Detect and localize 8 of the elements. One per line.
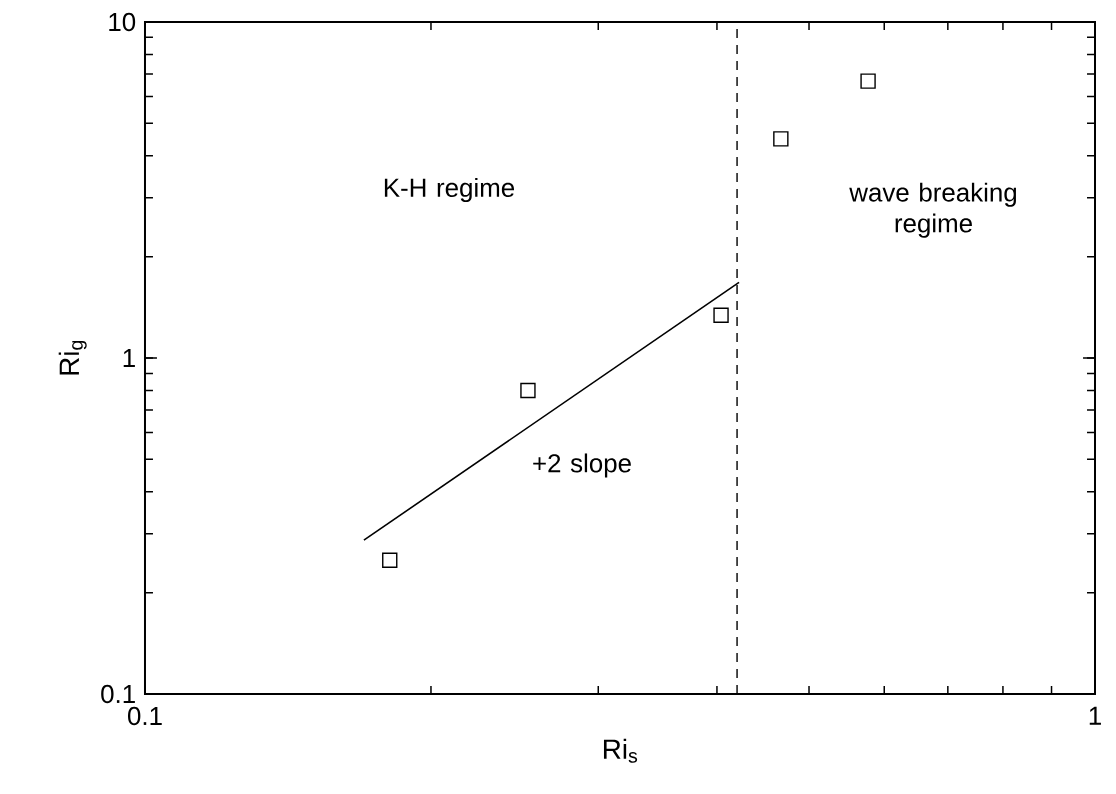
y-tick-label: 10 bbox=[109, 12, 136, 32]
annotation: wave breaking regime bbox=[849, 182, 1017, 238]
annotation: +2 slope bbox=[533, 453, 631, 478]
y-axis-title: Ri$_{g}$ bbox=[58, 340, 87, 375]
y-tick-label: 0.1 bbox=[101, 684, 135, 704]
annotation: K-H regime bbox=[384, 177, 515, 203]
y-tick-label: 1 bbox=[123, 349, 135, 367]
x-axis-title: Ri$_{s}$ bbox=[603, 738, 638, 763]
